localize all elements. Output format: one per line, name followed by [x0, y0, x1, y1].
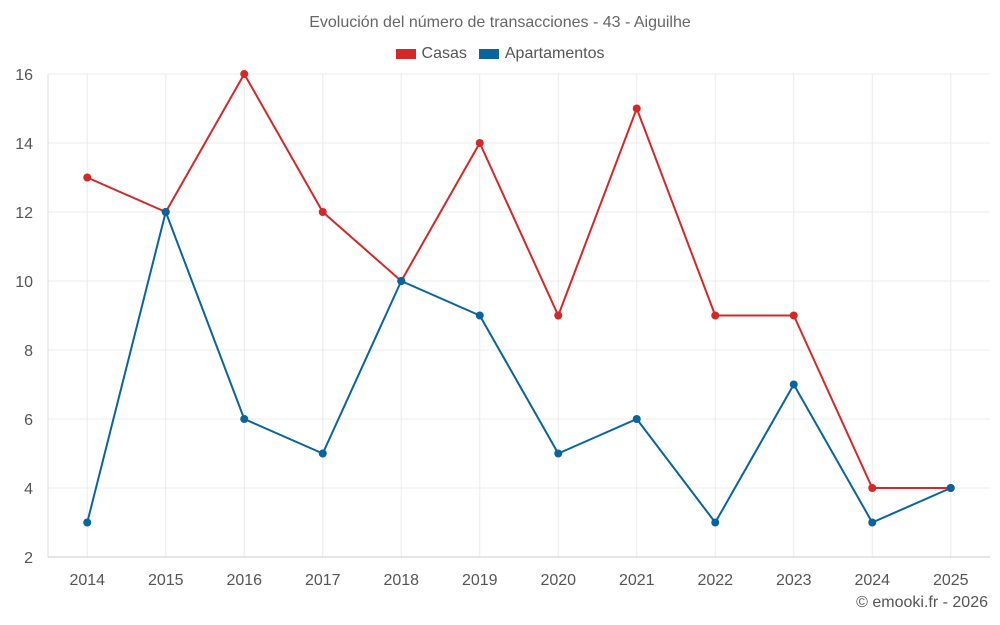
x-tick-label: 2025 [933, 572, 969, 589]
x-tick-label: 2024 [854, 572, 890, 589]
series-line-casas [86, 73, 951, 489]
x-tick-label: 2020 [540, 572, 576, 589]
x-tick-label: 2022 [697, 572, 733, 589]
legend-item-apartamentos[interactable]: Apartamentos [478, 45, 605, 63]
data-point-casas-2019[interactable] [475, 139, 484, 147]
data-point-apartamentos-2016[interactable] [240, 415, 249, 423]
data-point-casas-2021[interactable] [632, 104, 641, 113]
legend-label-apartamentos: Apartamentos [504, 45, 605, 62]
x-tick-label: 2021 [619, 572, 655, 589]
data-point-apartamentos-2021[interactable] [632, 415, 641, 423]
y-tick-label: 4 [24, 481, 33, 498]
data-point-apartamentos-2015[interactable] [161, 208, 170, 216]
y-tick-label: 14 [15, 136, 33, 153]
series-line-apartamentos [86, 211, 952, 524]
y-tick-label: 12 [15, 205, 33, 222]
data-point-apartamentos-2024[interactable] [868, 518, 877, 527]
legend-label-casas: Casas [421, 45, 467, 62]
data-point-casas-2023[interactable] [789, 311, 798, 320]
data-point-casas-2017[interactable] [318, 208, 327, 216]
x-tick-label: 2016 [226, 572, 262, 589]
data-point-apartamentos-2025[interactable] [946, 484, 955, 492]
x-tick-label: 2017 [305, 572, 341, 589]
x-tick-label: 2023 [776, 572, 812, 589]
data-point-apartamentos-2018[interactable] [397, 277, 406, 285]
chart-title: Evolución del número de transacciones - … [309, 14, 691, 31]
x-tick-label: 2018 [383, 572, 419, 589]
data-point-apartamentos-2014[interactable] [83, 518, 92, 527]
legend: Casas Apartamentos [0, 45, 1000, 63]
legend-item-casas[interactable]: Casas [395, 45, 467, 63]
data-point-apartamentos-2019[interactable] [475, 311, 484, 320]
data-point-casas-2022[interactable] [711, 311, 720, 320]
x-tick-label: 2015 [148, 572, 184, 589]
credit-text: © emooki.fr - 2026 [856, 594, 988, 611]
data-point-apartamentos-2020[interactable] [554, 449, 563, 458]
y-tick-label: 8 [24, 343, 33, 360]
data-point-casas-2024[interactable] [868, 484, 877, 492]
legend-swatch-apartamentos [478, 49, 499, 59]
y-tick-label: 10 [15, 274, 33, 291]
x-tick-label: 2014 [69, 572, 105, 589]
x-tick-label: 2019 [462, 572, 498, 589]
data-point-casas-2016[interactable] [240, 70, 249, 78]
legend-swatch-casas [395, 49, 416, 59]
y-tick-label: 16 [15, 67, 33, 84]
data-point-casas-2014[interactable] [83, 173, 92, 182]
y-tick-label: 6 [24, 412, 33, 429]
data-point-apartamentos-2023[interactable] [789, 380, 798, 389]
data-point-apartamentos-2017[interactable] [318, 449, 327, 458]
y-tick-label: 2 [24, 550, 33, 567]
data-point-apartamentos-2022[interactable] [711, 518, 720, 527]
data-point-casas-2020[interactable] [554, 311, 563, 320]
